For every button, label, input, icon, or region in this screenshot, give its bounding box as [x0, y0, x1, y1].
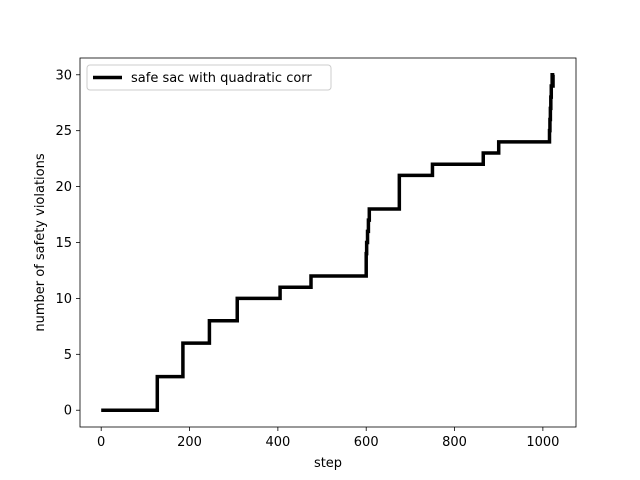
legend-entry-label: safe sac with quadratic corr: [131, 71, 312, 86]
x-tick-label: 200: [177, 435, 202, 450]
x-axis-label: step: [314, 456, 342, 471]
x-tick-label: 400: [265, 435, 290, 450]
y-tick-label: 5: [64, 348, 72, 363]
y-tick-label: 25: [55, 124, 72, 139]
legend-box: [86, 64, 332, 91]
y-tick-label: 10: [55, 292, 72, 307]
series-layer: [101, 73, 555, 412]
x-tick-label: 0: [97, 435, 105, 450]
x-tick-label: 800: [442, 435, 467, 450]
x-tick-label: 1000: [526, 435, 559, 450]
y-tick-label: 30: [55, 68, 72, 83]
y-tick-label: 0: [64, 404, 72, 419]
series-line: [101, 73, 555, 412]
y-axis-ticks: 0 5 10 15 20 25 30: [55, 68, 80, 419]
x-tick-label: 600: [354, 435, 379, 450]
y-axis-label: number of safety violations: [33, 153, 48, 332]
y-tick-label: 20: [55, 180, 72, 195]
legend: safe sac with quadratic corr: [86, 64, 332, 91]
y-tick-label: 15: [55, 236, 72, 251]
x-axis-ticks: 0 200 400 600 800 1000: [97, 427, 559, 450]
